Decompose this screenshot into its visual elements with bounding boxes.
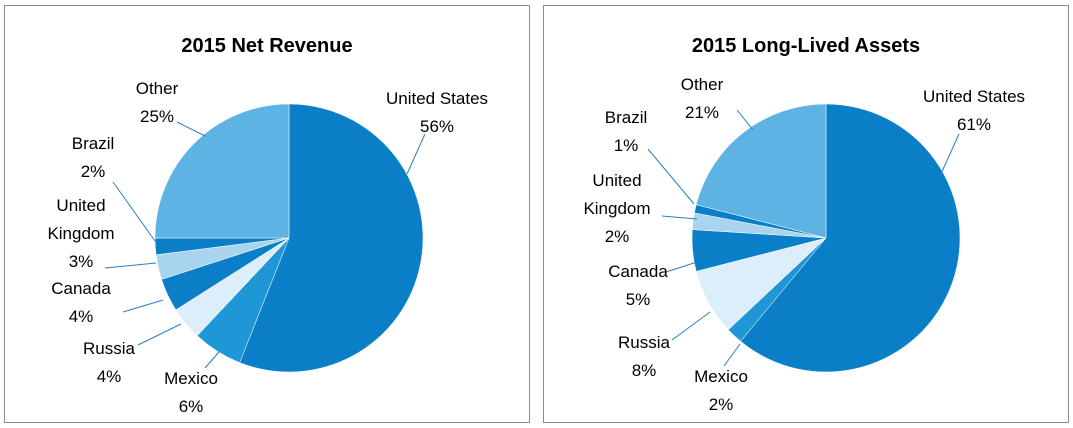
- pie-slice-other: [154, 103, 290, 239]
- slice-label-united-kingdom: United Kingdom 3%: [47, 196, 114, 271]
- leader-line: [665, 261, 698, 273]
- leader-line: [122, 299, 164, 313]
- leader-line: [204, 351, 220, 369]
- chart-panel-net-revenue: 2015 Net Revenue United States 56% Mexico 6…: [4, 5, 530, 423]
- leader-line: [137, 323, 182, 346]
- leader-line: [406, 133, 426, 175]
- slice-label-united-kingdom: United Kingdom 2%: [583, 171, 650, 246]
- leader-line: [736, 109, 754, 131]
- leader-line: [112, 181, 156, 242]
- chart-title: 2015 Long-Lived Assets: [692, 35, 920, 57]
- chart-panel-long-lived-assets: 2015 Long-Lived Assets United States 61% M…: [543, 5, 1069, 423]
- slice-label-canada: Canada 5%: [608, 262, 668, 309]
- pie-slice-united-states: [740, 103, 961, 373]
- slice-label-other: Other 21%: [681, 75, 724, 122]
- chart-title: 2015 Net Revenue: [181, 35, 352, 57]
- leader-line: [176, 121, 206, 137]
- slice-label-united-states: United States 61%: [923, 87, 1025, 134]
- pie-chart-net-revenue: 2015 Net Revenue United States 56% Mexico 6…: [47, 35, 488, 416]
- pie-slice-united-states: [239, 103, 424, 373]
- leader-line: [671, 311, 711, 341]
- leader-line: [939, 133, 960, 177]
- slice-label-brazil: Brazil 1%: [605, 108, 648, 155]
- leader-line: [647, 148, 695, 205]
- leader-line: [661, 215, 698, 220]
- slice-label-brazil: Brazil 2%: [72, 134, 115, 181]
- slice-label-united-states: United States 56%: [386, 89, 488, 136]
- leader-line: [104, 262, 157, 269]
- slice-label-mexico: Mexico 6%: [164, 369, 218, 416]
- pie-chart-long-lived-assets: 2015 Long-Lived Assets United States 61% M…: [583, 35, 1025, 414]
- slice-label-mexico: Mexico 2%: [694, 367, 748, 414]
- slice-label-russia: Russia 8%: [618, 333, 671, 380]
- pie-slice-other: [695, 103, 827, 239]
- leader-line: [723, 343, 741, 367]
- slice-label-canada: Canada 4%: [51, 279, 111, 326]
- slice-label-other: Other 25%: [136, 79, 179, 126]
- slice-label-russia: Russia 4%: [83, 339, 136, 386]
